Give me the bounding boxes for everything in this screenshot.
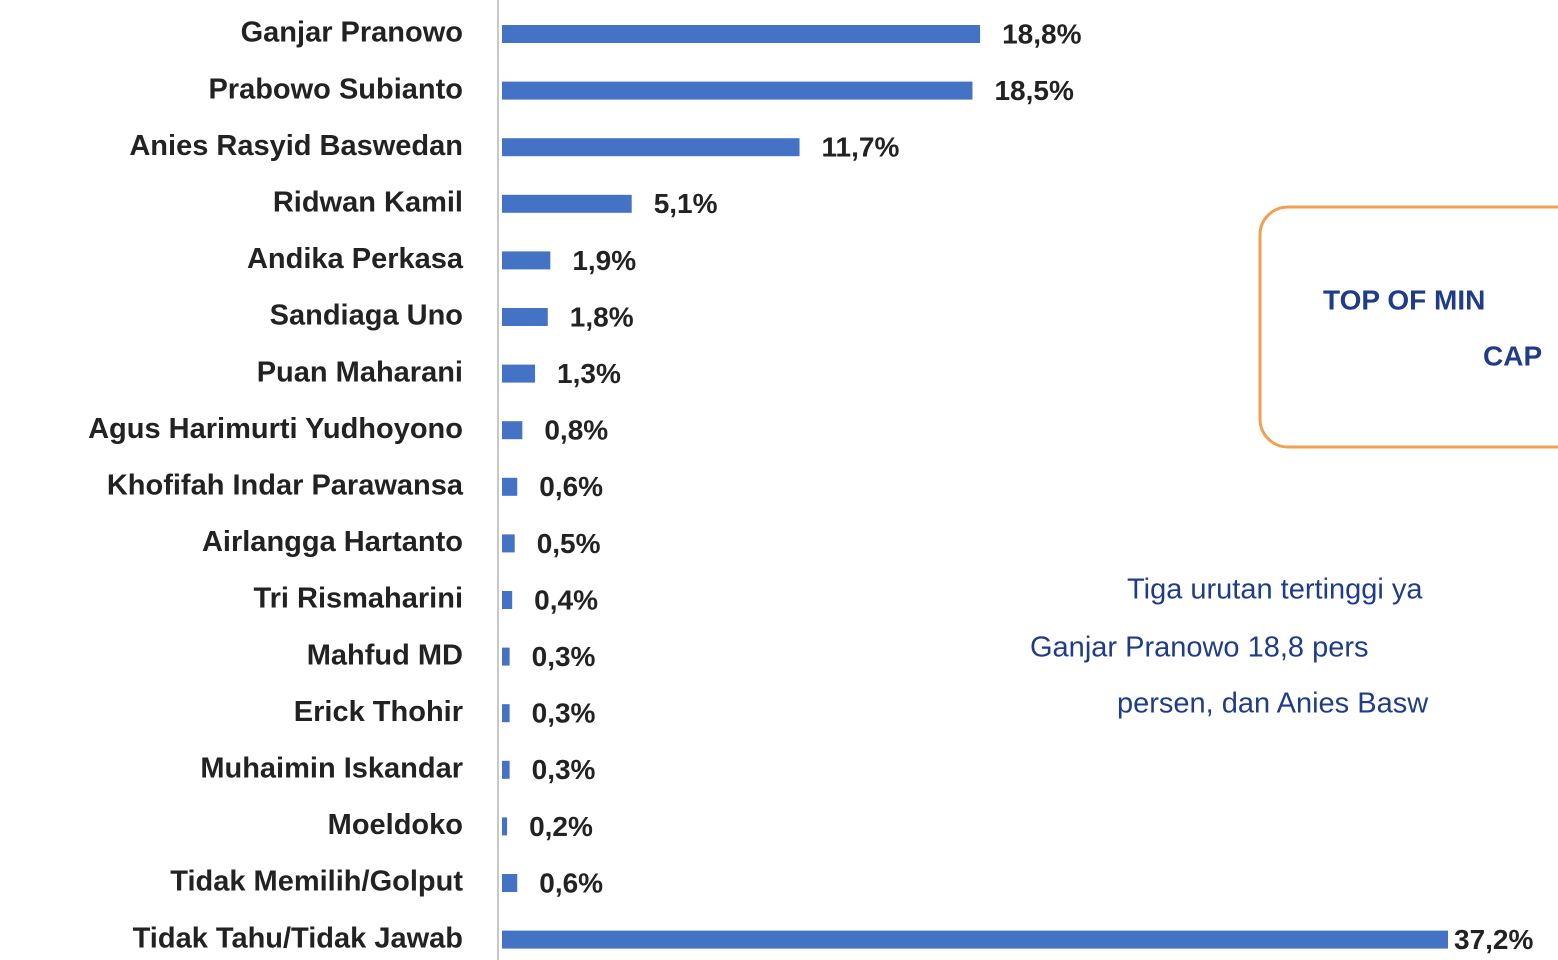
bar bbox=[502, 81, 973, 100]
value-label: 0,3% bbox=[532, 754, 596, 785]
value-label: 18,5% bbox=[994, 75, 1073, 106]
category-label: Anies Rasyid Baswedan bbox=[129, 130, 463, 162]
bar bbox=[502, 647, 510, 666]
value-label: 37,2% bbox=[1454, 924, 1533, 955]
category-label: Moeldoko bbox=[328, 809, 463, 841]
bar bbox=[502, 704, 510, 723]
value-label: 0,3% bbox=[532, 698, 596, 729]
annotation-title: TOP OF MIN bbox=[1323, 284, 1485, 315]
value-label: 0,2% bbox=[529, 811, 593, 842]
category-label: Ridwan Kamil bbox=[273, 186, 463, 218]
bar bbox=[502, 308, 548, 326]
category-label: Erick Thohir bbox=[294, 696, 463, 728]
value-label: 1,3% bbox=[557, 358, 621, 389]
value-label: 0,6% bbox=[539, 471, 603, 502]
category-label: Prabowo Subianto bbox=[208, 73, 463, 105]
category-label: Puan Maharani bbox=[257, 356, 463, 388]
category-label: Mahfud MD bbox=[307, 639, 463, 671]
annotation-text: Ganjar Pranowo 18,8 pers bbox=[1030, 632, 1369, 664]
category-label: Tidak Memilih/Golput bbox=[170, 866, 463, 898]
bar bbox=[502, 25, 981, 43]
bar bbox=[502, 364, 536, 383]
bar bbox=[502, 930, 1448, 949]
bar bbox=[502, 477, 518, 496]
category-label: Muhaimin Iskandar bbox=[200, 752, 463, 784]
bar bbox=[502, 591, 513, 609]
bar bbox=[502, 534, 515, 553]
bar bbox=[502, 194, 632, 213]
value-label: 1,9% bbox=[572, 245, 636, 276]
category-label: Khofifah Indar Parawansa bbox=[107, 469, 464, 501]
category-label: Sandiaga Uno bbox=[270, 300, 463, 332]
annotation-box bbox=[1258, 205, 1558, 449]
category-label: Agus Harimurti Yudhoyono bbox=[88, 413, 463, 445]
category-label: Tidak Tahu/Tidak Jawab bbox=[133, 922, 463, 954]
value-label: 0,5% bbox=[537, 528, 601, 559]
bar bbox=[502, 138, 800, 157]
value-label: 18,8% bbox=[1002, 18, 1081, 49]
bar bbox=[502, 760, 510, 779]
category-label: Airlangga Hartanto bbox=[202, 526, 463, 558]
category-label: Andika Perkasa bbox=[247, 243, 464, 275]
annotation-text: persen, dan Anies Basw bbox=[1117, 688, 1429, 720]
value-label: 0,6% bbox=[539, 867, 603, 898]
value-label: 0,3% bbox=[532, 641, 596, 672]
bar bbox=[502, 874, 518, 892]
value-label: 1,8% bbox=[570, 301, 634, 332]
category-label: Tri Rismaharini bbox=[253, 583, 463, 615]
value-label: 0,4% bbox=[534, 584, 598, 615]
bar bbox=[502, 421, 523, 440]
annotation-title: CAP bbox=[1483, 340, 1542, 371]
category-label: Ganjar Pranowo bbox=[241, 17, 463, 49]
value-label: 5,1% bbox=[654, 188, 718, 219]
value-label: 11,7% bbox=[822, 132, 900, 163]
bar bbox=[502, 251, 551, 270]
annotation-text: Tiga urutan tertinggi ya bbox=[1127, 574, 1423, 606]
value-label: 0,8% bbox=[544, 415, 608, 446]
bar bbox=[502, 817, 508, 836]
